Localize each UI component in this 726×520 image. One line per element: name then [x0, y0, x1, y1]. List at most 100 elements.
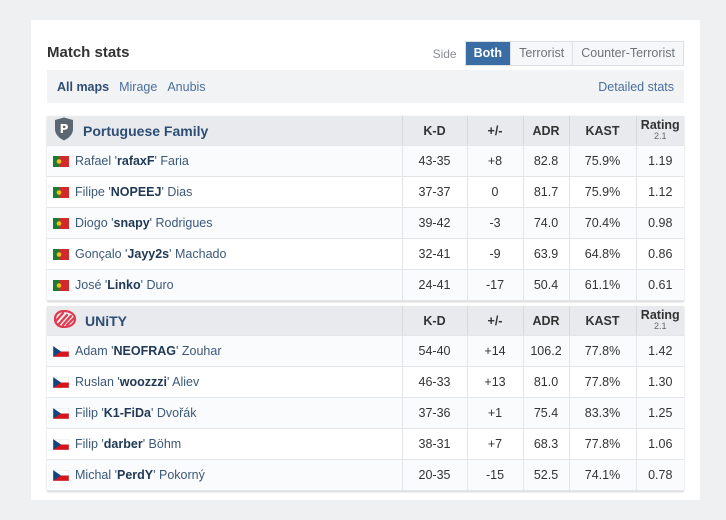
rating-value: 0.86 [635, 238, 684, 270]
col-plus-minus: +/- [466, 116, 523, 146]
side-option-counter-terrorist[interactable]: Counter-Terrorist [572, 42, 683, 65]
col-rating: Rating 2.1 [635, 116, 684, 146]
kast-value: 75.9% [568, 176, 636, 208]
kd-value: 38-31 [401, 428, 467, 460]
portugal-flag-icon [53, 155, 69, 167]
side-segmented-control: Both Terrorist Counter-Terrorist [464, 41, 684, 66]
adr-value: 52.5 [522, 459, 569, 491]
rating-value: 1.25 [635, 397, 684, 429]
unity-logo [53, 309, 77, 331]
adr-value: 74.0 [522, 207, 569, 239]
kast-value: 77.8% [568, 366, 636, 398]
rating-value: 1.42 [635, 335, 684, 367]
adr-value: 50.4 [522, 269, 569, 301]
plus-minus-value: +1 [466, 397, 523, 429]
kast-value: 77.8% [568, 335, 636, 367]
player-row: Filipe 'NOPEEJ' Dias 37-37 0 81.7 75.9% … [47, 176, 684, 208]
rating-value: 0.61 [635, 269, 684, 301]
rating-value: 1.30 [635, 366, 684, 398]
player-name-link[interactable]: Michal 'PerdY' Pokorný [75, 468, 205, 482]
portugal-flag-icon [53, 217, 69, 229]
match-stats-panel: Match stats Side Both Terrorist Counter-… [31, 20, 700, 500]
player-row: José 'Linko' Duro 24-41 -17 50.4 61.1% 0… [47, 269, 684, 301]
map-tab-anubis[interactable]: Anubis [167, 79, 206, 94]
kast-value: 61.1% [568, 269, 636, 301]
col-rating: Rating 2.1 [635, 306, 684, 336]
plus-minus-value: -17 [466, 269, 523, 301]
player-row: Rafael 'rafaxF' Faria 43-35 +8 82.8 75.9… [47, 145, 684, 177]
svg-text:P: P [60, 122, 69, 136]
kast-value: 83.3% [568, 397, 636, 429]
map-tab-mirage[interactable]: Mirage [119, 79, 158, 94]
side-option-both[interactable]: Both [465, 42, 511, 65]
side-filter-label: Side [432, 46, 457, 61]
portuguese-family-shield-logo: P [53, 117, 75, 144]
player-row: Michal 'PerdY' Pokorný 20-35 -15 52.5 74… [47, 459, 684, 491]
side-filter: Side Both Terrorist Counter-Terrorist [433, 41, 684, 66]
player-row: Gonçalo 'Jayy2s' Machado 32-41 -9 63.9 6… [47, 238, 684, 270]
kd-value: 37-36 [401, 397, 467, 429]
adr-value: 81.7 [522, 176, 569, 208]
player-row: Filip 'darber' Böhm 38-31 +7 68.3 77.8% … [47, 428, 684, 460]
plus-minus-value: +8 [466, 145, 523, 177]
col-kast: KAST [568, 306, 636, 336]
rating-value: 1.12 [635, 176, 684, 208]
plus-minus-value: +7 [466, 428, 523, 460]
player-name-link[interactable]: Filip 'K1-FiDa' Dvořák [75, 406, 197, 420]
kd-value: 43-35 [401, 145, 467, 177]
col-kd: K-D [401, 116, 467, 146]
kd-value: 46-33 [401, 366, 467, 398]
portugal-flag-icon [53, 279, 69, 291]
col-plus-minus: +/- [466, 306, 523, 336]
kd-value: 24-41 [401, 269, 467, 301]
team-name[interactable]: Portuguese Family [83, 122, 209, 139]
adr-value: 82.8 [522, 145, 569, 177]
kast-value: 70.4% [568, 207, 636, 239]
player-name-link[interactable]: Filipe 'NOPEEJ' Dias [75, 185, 193, 199]
plus-minus-value: -3 [466, 207, 523, 239]
plus-minus-value: -15 [466, 459, 523, 491]
czech-flag-icon [52, 345, 70, 357]
rating-value: 1.19 [635, 145, 684, 177]
czech-flag-icon [52, 407, 70, 419]
portugal-flag-icon [53, 248, 69, 260]
plus-minus-value: +13 [466, 366, 523, 398]
rating-value: 0.78 [635, 459, 684, 491]
player-row: Diogo 'snapy' Rodrigues 39-42 -3 74.0 70… [47, 207, 684, 239]
player-row: Adam 'NEOFRAG' Zouhar 54-40 +14 106.2 77… [47, 335, 684, 367]
adr-value: 75.4 [522, 397, 569, 429]
adr-value: 81.0 [522, 366, 569, 398]
player-name-link[interactable]: Gonçalo 'Jayy2s' Machado [75, 247, 227, 261]
plus-minus-value: -9 [466, 238, 523, 270]
rating-value: 0.98 [635, 207, 684, 239]
kast-value: 74.1% [568, 459, 636, 491]
czech-flag-icon [52, 376, 70, 388]
map-filter-bar: All maps Mirage Anubis Detailed stats [47, 70, 684, 103]
czech-flag-icon [52, 438, 70, 450]
player-name-link[interactable]: Rafael 'rafaxF' Faria [75, 154, 189, 168]
player-name-link[interactable]: José 'Linko' Duro [75, 278, 174, 292]
page-title: Match stats [47, 44, 130, 61]
detailed-stats-link[interactable]: Detailed stats [598, 79, 674, 94]
side-option-terrorist[interactable]: Terrorist [510, 42, 572, 65]
kd-value: 54-40 [401, 335, 467, 367]
team-name[interactable]: UNiTY [85, 312, 127, 329]
map-tab-all-maps[interactable]: All maps [57, 79, 110, 94]
player-name-link[interactable]: Ruslan 'woozzzi' Aliev [75, 375, 200, 389]
kd-value: 39-42 [401, 207, 467, 239]
adr-value: 63.9 [522, 238, 569, 270]
kast-value: 64.8% [568, 238, 636, 270]
player-name-link[interactable]: Filip 'darber' Böhm [75, 437, 182, 451]
rating-value: 1.06 [635, 428, 684, 460]
adr-value: 68.3 [522, 428, 569, 460]
player-name-link[interactable]: Adam 'NEOFRAG' Zouhar [75, 344, 222, 358]
portugal-flag-icon [53, 186, 69, 198]
col-adr: ADR [522, 306, 569, 336]
team-header-row: UNiTY K-D +/- ADR KAST Rating 2.1 [47, 306, 684, 336]
player-name-link[interactable]: Diogo 'snapy' Rodrigues [75, 216, 213, 230]
czech-flag-icon [52, 469, 70, 481]
team-header-row: P Portuguese Family K-D +/- ADR KAST Rat… [47, 116, 684, 146]
plus-minus-value: 0 [466, 176, 523, 208]
plus-minus-value: +14 [466, 335, 523, 367]
kast-value: 75.9% [568, 145, 636, 177]
